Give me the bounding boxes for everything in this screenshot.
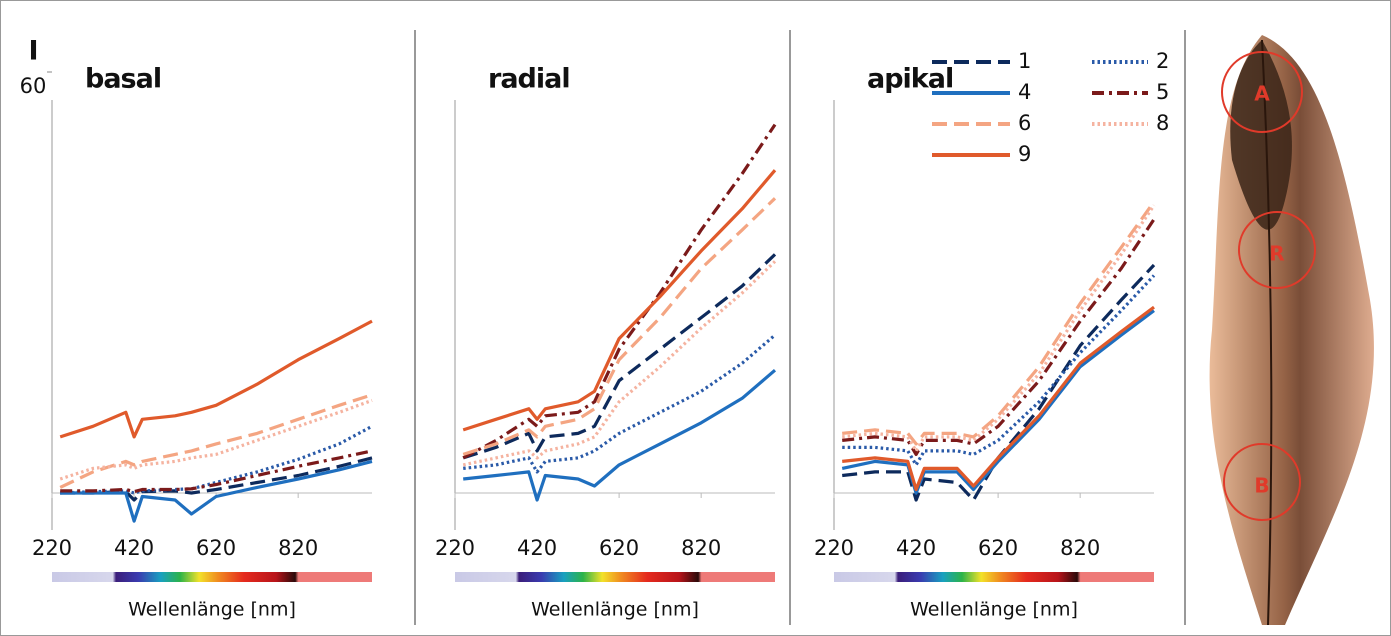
legend-label: 5 [1156, 80, 1169, 104]
x-tick-label: 420 [114, 536, 154, 560]
legend-label: 4 [1018, 80, 1031, 104]
series-line [463, 254, 775, 458]
chart-title: basal [85, 64, 161, 95]
legend-label: 9 [1018, 142, 1031, 166]
x-axis-label: Wellenlänge [nm] [128, 599, 296, 621]
legend-label: 8 [1156, 111, 1169, 135]
series-line [60, 321, 372, 437]
chart-title: apikal [867, 64, 953, 95]
series-line [60, 451, 372, 492]
series-line [842, 276, 1154, 465]
spectrum-bar [455, 572, 775, 582]
marker-label: B [1254, 474, 1269, 498]
x-tick-label: 220 [32, 536, 72, 560]
chart-title: radial [488, 64, 570, 95]
spectrum-bar [834, 572, 1154, 582]
x-tick-label: 220 [814, 536, 854, 560]
series-line [842, 311, 1154, 493]
x-tick-label: 420 [517, 536, 557, 560]
x-tick-label: 220 [435, 536, 475, 560]
x-tick-label: 620 [978, 536, 1018, 560]
series-line [463, 170, 775, 430]
x-tick-label: 820 [681, 536, 721, 560]
series-line [842, 265, 1154, 500]
y-axis-label: I [28, 36, 37, 67]
spectrum-bar [52, 572, 372, 582]
marker-label: A [1254, 82, 1270, 106]
feather-image: A R B [1210, 35, 1374, 625]
marker-label: R [1269, 242, 1284, 266]
x-tick-label: 820 [278, 536, 318, 560]
legend-label: 2 [1156, 49, 1169, 73]
series-line [842, 205, 1154, 451]
y-tick-label: 60 [20, 74, 47, 98]
x-axis-label: Wellenlänge [nm] [910, 599, 1078, 621]
x-axis-label: Wellenlänge [nm] [531, 599, 699, 621]
legend-label: 1 [1018, 49, 1031, 73]
series-line [842, 219, 1154, 454]
figure: A R B basal I 60 220 420 620 820 Wellenlänge [n… [0, 0, 1391, 636]
x-tick-label: 820 [1060, 536, 1100, 560]
x-tick-label: 420 [896, 536, 936, 560]
legend-label: 6 [1018, 111, 1031, 135]
x-tick-label: 620 [599, 536, 639, 560]
x-tick-label: 620 [196, 536, 236, 560]
